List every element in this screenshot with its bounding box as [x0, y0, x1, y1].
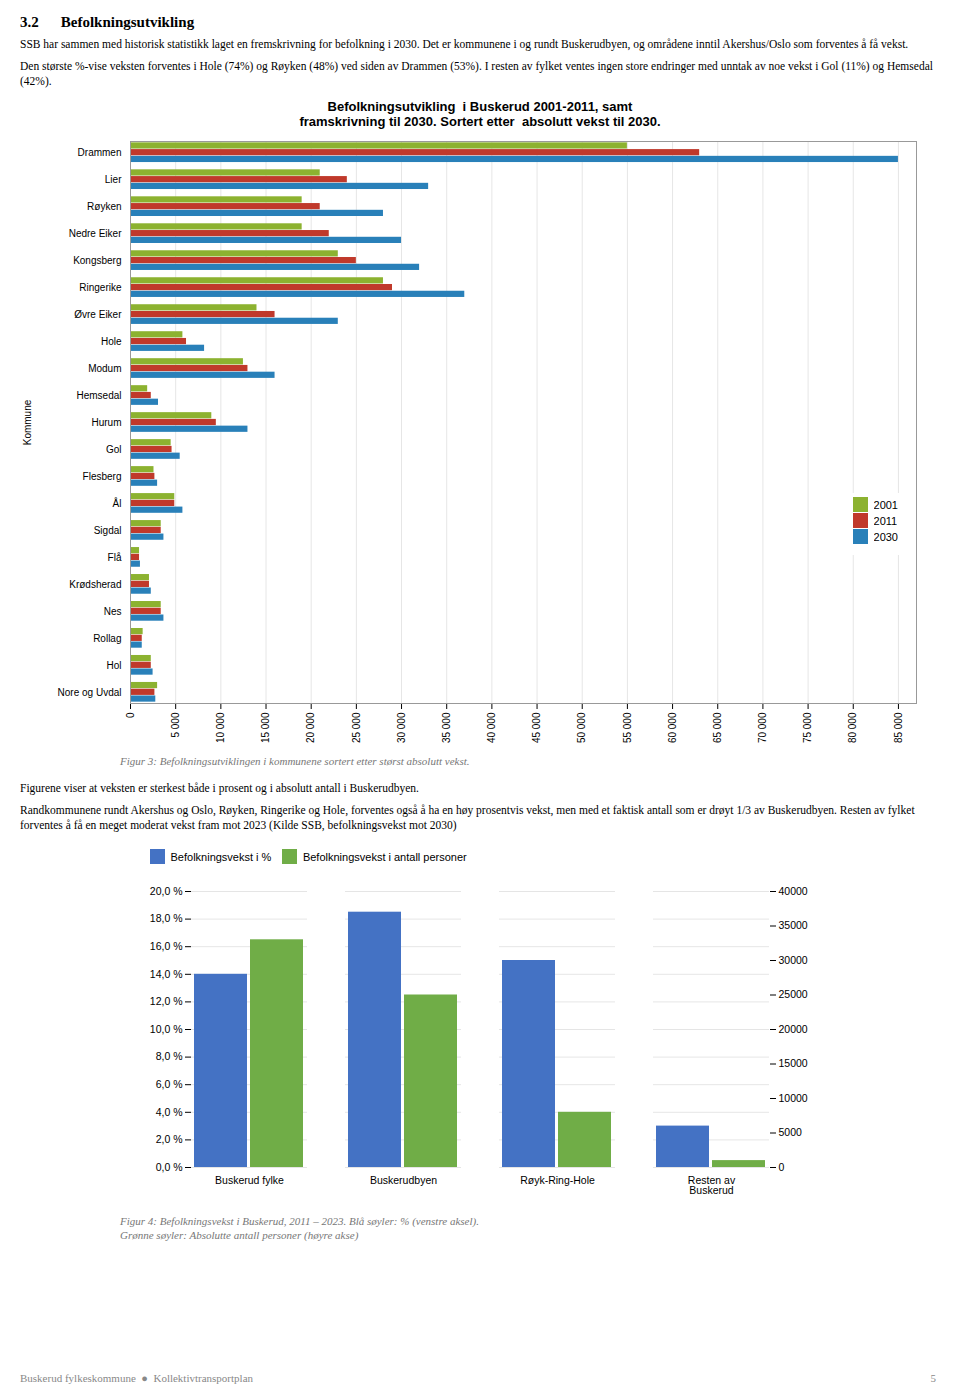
- svg-text:Sigdal: Sigdal: [94, 525, 122, 536]
- svg-text:Drammen: Drammen: [78, 147, 122, 158]
- svg-text:10000: 10000: [779, 1091, 808, 1103]
- svg-text:15 000: 15 000: [260, 712, 271, 743]
- svg-text:20,0 %: 20,0 %: [150, 884, 183, 896]
- svg-text:80 000: 80 000: [847, 712, 858, 743]
- svg-text:Hurum: Hurum: [91, 417, 121, 428]
- svg-text:30000: 30000: [779, 953, 808, 965]
- html-text:2030: 2030: [873, 530, 898, 543]
- svg-text:20 000: 20 000: [305, 712, 316, 743]
- svg-text:25 000: 25 000: [351, 712, 362, 743]
- svg-text:60 000: 60 000: [667, 712, 678, 743]
- svg-text:2,0 %: 2,0 %: [156, 1133, 183, 1145]
- svg-text:Kongsberg: Kongsberg: [73, 255, 121, 266]
- svg-text:15000: 15000: [779, 1057, 808, 1069]
- html-text:Befolkningsvekst i antall pers: Befolkningsvekst i antall personer: [302, 850, 467, 863]
- svg-text:85 000: 85 000: [893, 712, 904, 743]
- svg-text:35 000: 35 000: [441, 712, 452, 743]
- svg-text:65 000: 65 000: [712, 712, 723, 743]
- svg-text:Øvre Eiker: Øvre Eiker: [74, 309, 122, 320]
- html-text:Figurene viser at veksten er s: Figurene viser at veksten er sterkest bå…: [20, 782, 419, 794]
- svg-text:18,0 %: 18,0 %: [150, 912, 183, 924]
- svg-text:Buskerud fylke: Buskerud fylke: [215, 1173, 284, 1185]
- svg-text:55 000: 55 000: [622, 712, 633, 743]
- html-text:Grønne søyler: Absolutte antal: Grønne søyler: Absolutte antall personer…: [120, 1228, 359, 1241]
- svg-text:6,0 %: 6,0 %: [156, 1078, 183, 1090]
- html-text:3.2: 3.2: [20, 14, 39, 30]
- html-text:Buskerud fylkeskommune ● Kolle: Buskerud fylkeskommune ● Kollektivtransp…: [20, 1372, 253, 1384]
- html-text:Den største %-vise veksten for: Den største %-vise veksten forventes i H…: [20, 60, 933, 87]
- svg-text:Nes: Nes: [104, 606, 122, 617]
- html-text:Befolkningsvekst i %: Befolkningsvekst i %: [170, 850, 272, 863]
- svg-text:40 000: 40 000: [486, 712, 497, 743]
- svg-text:Hol: Hol: [106, 660, 121, 671]
- html-text:Befolkningsutvikling i Buskeru: Befolkningsutvikling i Buskerud 2001-201…: [299, 99, 661, 129]
- html-text:Randkommunene rundt Akershus o: Randkommunene rundt Akershus og Oslo, Rø…: [20, 804, 915, 831]
- svg-text:8,0 %: 8,0 %: [156, 1050, 183, 1062]
- svg-text:5000: 5000: [779, 1126, 803, 1138]
- svg-text:14,0 %: 14,0 %: [150, 967, 183, 979]
- html-text:Figur 4: Befolkningsvekst i Bu: Figur 4: Befolkningsvekst i Buskerud, 20…: [120, 1214, 479, 1227]
- svg-text:Røyken: Røyken: [87, 201, 121, 212]
- svg-text:Modum: Modum: [88, 363, 121, 374]
- svg-text:Krødsherad: Krødsherad: [69, 579, 121, 590]
- html-text:5: 5: [930, 1372, 936, 1384]
- svg-text:Hemsedal: Hemsedal: [76, 390, 121, 401]
- svg-text:16,0 %: 16,0 %: [150, 940, 183, 952]
- svg-text:Rollag: Rollag: [93, 633, 121, 644]
- svg-text:50 000: 50 000: [576, 712, 587, 743]
- html-text:Figur 3: Befolkningsutviklinge: Figur 3: Befolkningsutviklingen i kommun…: [120, 755, 470, 767]
- svg-text:Flå: Flå: [108, 552, 122, 563]
- svg-text:45 000: 45 000: [531, 712, 542, 743]
- svg-text:Nore og Uvdal: Nore og Uvdal: [58, 687, 122, 698]
- svg-text:35000: 35000: [779, 919, 808, 931]
- svg-text:Lier: Lier: [105, 174, 122, 185]
- html-text:Befolkningsutvikling: Befolkningsutvikling: [60, 14, 195, 30]
- svg-text:Ringerike: Ringerike: [79, 282, 122, 293]
- svg-text:0: 0: [779, 1160, 785, 1172]
- svg-text:4,0 %: 4,0 %: [156, 1105, 183, 1117]
- svg-text:75 000: 75 000: [802, 712, 813, 743]
- svg-text:Ål: Ål: [113, 497, 122, 509]
- svg-text:30 000: 30 000: [396, 712, 407, 743]
- svg-text:Røyk-Ring-Hole: Røyk-Ring-Hole: [520, 1173, 595, 1185]
- svg-text:Buskerudbyen: Buskerudbyen: [370, 1173, 437, 1185]
- html-text:2011: 2011: [873, 514, 898, 527]
- svg-text:40000: 40000: [779, 884, 808, 896]
- svg-text:Gol: Gol: [106, 444, 122, 455]
- html-text:2001: 2001: [873, 498, 898, 511]
- html-text:SSB har sammen med historisk s: SSB har sammen med historisk statistikk …: [20, 38, 909, 50]
- svg-text:0: 0: [125, 712, 136, 718]
- svg-text:Flesberg: Flesberg: [83, 471, 122, 482]
- svg-text:5 000: 5 000: [170, 712, 181, 737]
- svg-text:Hole: Hole: [101, 336, 122, 347]
- svg-text:Kommune: Kommune: [22, 399, 33, 445]
- svg-text:10,0 %: 10,0 %: [150, 1022, 183, 1034]
- svg-text:Nedre Eiker: Nedre Eiker: [69, 228, 122, 239]
- svg-text:70 000: 70 000: [757, 712, 768, 743]
- svg-text:12,0 %: 12,0 %: [150, 995, 183, 1007]
- svg-text:0,0 %: 0,0 %: [156, 1160, 183, 1172]
- svg-text:10 000: 10 000: [215, 712, 226, 743]
- svg-text:20000: 20000: [779, 1022, 808, 1034]
- svg-text:25000: 25000: [779, 988, 808, 1000]
- svg-text:Resten avBuskerud: Resten avBuskerud: [688, 1173, 736, 1196]
